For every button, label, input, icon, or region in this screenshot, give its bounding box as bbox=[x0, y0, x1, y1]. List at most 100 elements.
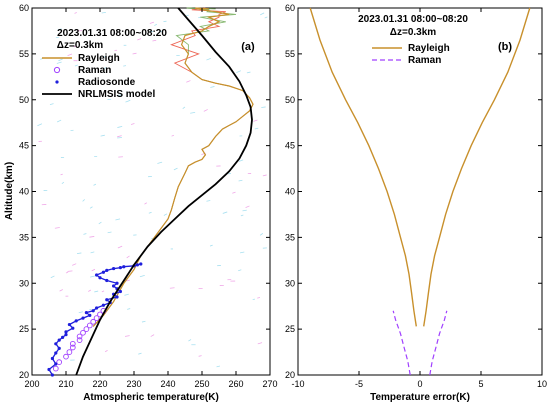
panel-a: 200 210 220 230 240 250 260 270 20 25 30 35 40 45 50 55… bbox=[4, 3, 278, 403]
background-dot bbox=[238, 159, 244, 162]
x-tick-label-a: 210 bbox=[58, 379, 73, 389]
y-tick-label-b: 30 bbox=[285, 278, 295, 288]
background-dot bbox=[182, 106, 186, 109]
ticks-b: -10 -5 0 5 10 20 25 30 35 40 45 50 55 60 bbox=[285, 3, 547, 389]
radiosonde-trace bbox=[48, 263, 141, 376]
background-dot bbox=[160, 30, 163, 33]
raman-marker bbox=[86, 322, 93, 329]
y-tick-label-a: 55 bbox=[19, 49, 29, 59]
background-dot bbox=[186, 14, 189, 17]
background-dot bbox=[260, 12, 265, 16]
legend-b: Rayleigh Raman bbox=[372, 43, 450, 66]
legend-label-radiosonde-a: Radiosonde bbox=[78, 77, 136, 88]
background-dot bbox=[157, 161, 163, 164]
background-dot bbox=[100, 134, 105, 137]
rayleigh-error-negative bbox=[309, 7, 417, 327]
background-dot bbox=[89, 206, 93, 209]
background-dot bbox=[262, 174, 267, 177]
x-tick-label-a: 270 bbox=[262, 379, 277, 389]
y-tick-label-b: 35 bbox=[285, 232, 295, 242]
y-tick-label-a: 50 bbox=[19, 95, 29, 105]
legend-label-rayleigh-b: Rayleigh bbox=[408, 43, 450, 54]
background-dot bbox=[82, 199, 85, 202]
background-dot bbox=[206, 57, 211, 61]
background-dot bbox=[232, 191, 236, 194]
y-tick-label-b: 20 bbox=[285, 370, 295, 380]
background-dot bbox=[37, 123, 43, 127]
background-dot bbox=[245, 205, 250, 208]
background-dot bbox=[203, 109, 208, 112]
background-dot bbox=[242, 209, 247, 212]
background-dot bbox=[58, 58, 63, 62]
y-tick-label-a: 45 bbox=[19, 141, 29, 151]
background-dot bbox=[190, 111, 196, 114]
raman-marker bbox=[56, 359, 63, 366]
y-tick-label-b: 55 bbox=[285, 49, 295, 59]
background-dot bbox=[246, 71, 251, 74]
background-dot bbox=[78, 311, 83, 314]
background-dot bbox=[139, 274, 145, 278]
background-dot bbox=[56, 61, 62, 64]
background-dot bbox=[124, 293, 129, 296]
background-dot bbox=[59, 289, 63, 292]
msis-model-line bbox=[75, 7, 253, 376]
background-dot bbox=[222, 211, 228, 214]
background-dot bbox=[104, 350, 108, 353]
background-dot bbox=[171, 134, 175, 137]
legend-label-raman-b: Raman bbox=[408, 55, 441, 66]
x-tick-label-a: 200 bbox=[24, 379, 39, 389]
background-dot bbox=[253, 119, 258, 122]
background-dot bbox=[76, 252, 82, 255]
background-dot bbox=[56, 119, 62, 123]
x-axis-label-a: Atmospheric temperature(K) bbox=[83, 392, 219, 403]
background-dot bbox=[101, 11, 106, 14]
background-dot bbox=[89, 275, 95, 278]
background-dot bbox=[130, 123, 135, 125]
raman-marker bbox=[90, 318, 97, 325]
background-dot bbox=[57, 28, 62, 31]
background-dot bbox=[101, 290, 105, 293]
background-dot bbox=[238, 269, 242, 272]
x-tick-label-b: -10 bbox=[291, 379, 304, 389]
series-marks-b bbox=[309, 7, 531, 376]
background-dot bbox=[117, 245, 123, 249]
ticks-a: 200 210 220 230 240 250 260 270 20 25 30 35 40 45 50 55… bbox=[19, 3, 278, 389]
background-dot bbox=[91, 268, 96, 272]
background-dot bbox=[137, 38, 142, 41]
background-dot bbox=[173, 167, 178, 171]
raman-marker bbox=[83, 326, 90, 332]
raman-marker bbox=[76, 333, 83, 340]
panel-label-b: (b) bbox=[498, 41, 512, 53]
background-dot bbox=[124, 335, 130, 337]
background-scatter-dots bbox=[37, 11, 268, 368]
background-dot bbox=[60, 173, 63, 176]
y-axis-label-a: Altitude(km) bbox=[4, 162, 15, 220]
y-tick-label-a: 60 bbox=[19, 3, 29, 13]
background-dot bbox=[148, 211, 152, 214]
y-tick-label-b: 45 bbox=[285, 141, 295, 151]
background-dot bbox=[239, 251, 245, 254]
x-tick-label-b: -5 bbox=[355, 379, 363, 389]
x-tick-label-a: 250 bbox=[194, 379, 209, 389]
annotation-dz-a: Δz=0.3km bbox=[57, 40, 103, 51]
background-dot bbox=[90, 251, 95, 254]
background-dot bbox=[198, 355, 202, 357]
legend-label-raman-a: Raman bbox=[78, 65, 111, 76]
x-tick-label-b: 0 bbox=[417, 379, 422, 389]
background-dot bbox=[126, 255, 130, 259]
legend-label-rayleigh-a: Rayleigh bbox=[78, 53, 120, 64]
background-dot bbox=[49, 103, 54, 106]
background-dot bbox=[150, 334, 155, 337]
legend-swatch-raman-a bbox=[53, 66, 61, 74]
background-dot bbox=[138, 352, 142, 355]
background-dot bbox=[117, 125, 123, 128]
background-dot bbox=[74, 12, 77, 14]
background-dot bbox=[73, 45, 77, 48]
background-dot bbox=[238, 179, 243, 182]
y-tick-label-b: 40 bbox=[285, 187, 295, 197]
background-dot bbox=[67, 53, 73, 57]
background-dot bbox=[259, 233, 264, 236]
background-dot bbox=[88, 289, 92, 292]
y-tick-label-b: 60 bbox=[285, 3, 295, 13]
